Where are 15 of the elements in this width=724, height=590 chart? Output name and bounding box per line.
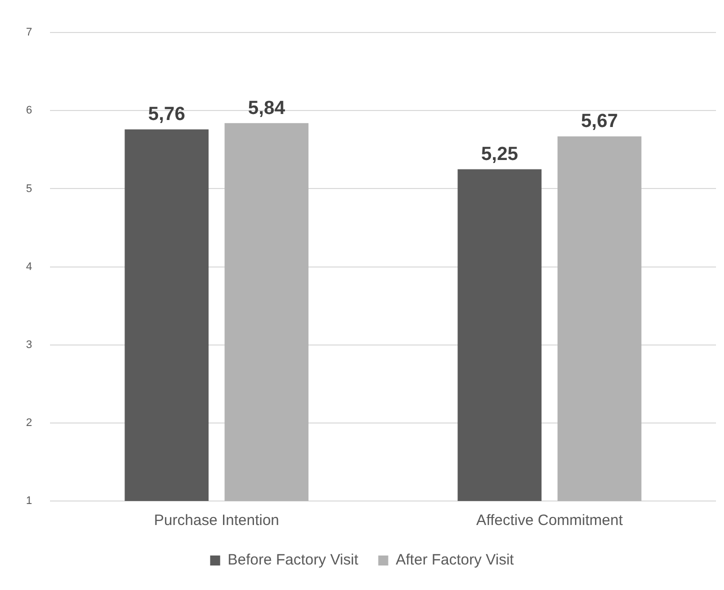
data-label: 5,25	[481, 144, 519, 165]
x-tick-label: Affective Commitment	[476, 512, 624, 530]
y-tick-label: 2	[26, 416, 32, 429]
data-label: 5,67	[580, 111, 618, 132]
legend-label: Before Factory Visit	[228, 552, 360, 569]
data-label: 5,84	[248, 98, 286, 119]
x-tick-label: Purchase Intention	[154, 512, 280, 530]
legend-label: After Factory Visit	[396, 552, 515, 569]
y-tick-label: 6	[26, 104, 32, 117]
y-tick-label: 7	[26, 26, 32, 39]
y-tick-label: 4	[26, 260, 32, 273]
y-tick-label: 3	[26, 338, 32, 351]
data-label: 5,76	[148, 104, 186, 126]
y-tick-label: 1	[26, 495, 32, 508]
y-tick-label: 5	[26, 182, 32, 195]
